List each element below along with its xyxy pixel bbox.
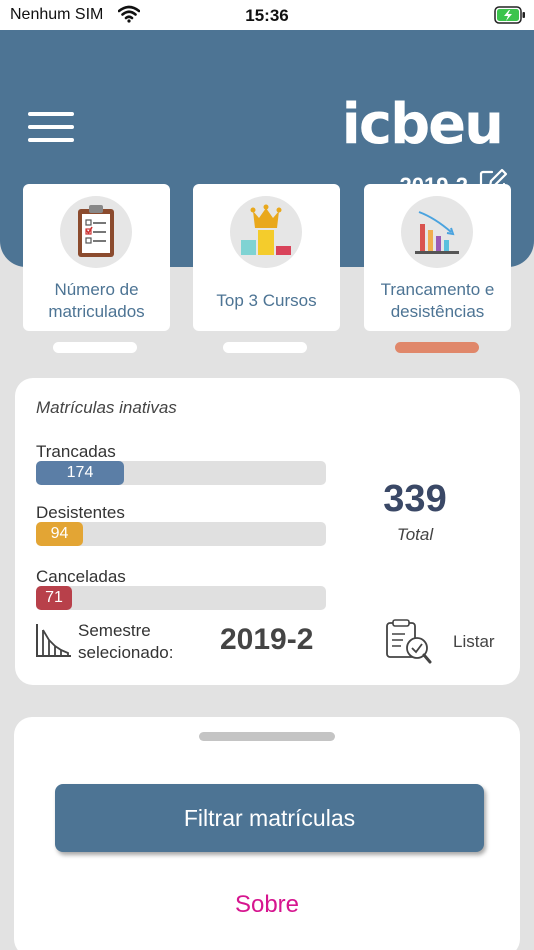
semester-caption: Semestre selecionado: (78, 620, 173, 664)
filter-enrollments-button[interactable]: Filtrar matrículas (55, 784, 484, 852)
about-link[interactable]: Sobre (234, 891, 300, 918)
page-indicator-1 (53, 342, 137, 353)
menu-icon[interactable] (28, 110, 76, 144)
list-button-label: Listar (453, 632, 495, 651)
bar-track-trancadas: 174 (36, 461, 326, 485)
bar-fill-trancadas: 174 (36, 461, 124, 485)
inactive-enrollments-panel: Matrículas inativas Trancadas 174 Desist… (15, 378, 520, 685)
card-label-matriculados: Número de matriculados (48, 280, 145, 321)
carrier-text: Nenhum SIM (10, 6, 104, 23)
semester-caption-line2: selecionado: (78, 643, 174, 662)
bar-fill-canceladas: 71 (36, 586, 72, 610)
bar-chart-icon (35, 622, 73, 663)
semester-caption-line1: Semestre (78, 621, 151, 640)
card-top3-cursos[interactable]: Top 3 Cursos (193, 184, 340, 331)
bar-track-desistentes: 94 (36, 522, 326, 546)
total-value: 339 (383, 478, 447, 520)
panel-title: Matrículas inativas (36, 398, 177, 417)
bottom-sheet: Filtrar matrículas Sobre (14, 717, 520, 950)
clock-text: 15:36 (245, 6, 289, 25)
declining-chart-icon (401, 196, 473, 268)
bar-label-desistentes: Desistentes (36, 503, 125, 522)
sheet-drag-handle[interactable] (199, 732, 335, 741)
status-bar: Nenhum SIM 15:36 (0, 0, 534, 30)
battery-icon (494, 6, 526, 29)
semester-value: 2019-2 (220, 623, 314, 656)
bar-label-canceladas: Canceladas (36, 567, 126, 586)
document-search-icon (383, 618, 433, 671)
brand-logo: icbeu (341, 92, 504, 157)
page-indicator-3-active (395, 342, 479, 353)
clipboard-icon (60, 196, 132, 268)
list-button[interactable]: Listar (383, 616, 503, 668)
card-label-trancamento: Trancamento e desistências (380, 280, 495, 321)
card-trancamento[interactable]: Trancamento e desistências (364, 184, 511, 331)
page-indicator-2 (223, 342, 307, 353)
crown-podium-icon (230, 196, 302, 268)
bar-track-canceladas: 71 (36, 586, 326, 610)
bar-fill-desistentes: 94 (36, 522, 83, 546)
bar-label-trancadas: Trancadas (36, 442, 116, 461)
card-matriculados[interactable]: Número de matriculados (23, 184, 170, 331)
total-label: Total (396, 525, 434, 544)
card-label-top3: Top 3 Cursos (216, 291, 317, 310)
wifi-icon (117, 5, 141, 28)
